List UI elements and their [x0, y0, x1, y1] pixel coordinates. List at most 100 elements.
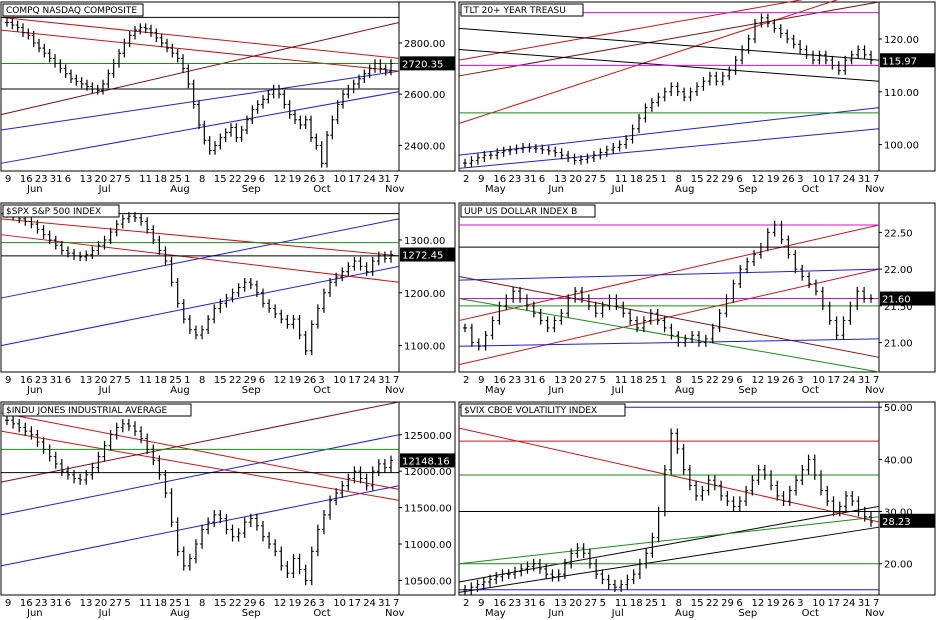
x-month-label: Oct: [802, 385, 819, 396]
panel-title: UUP US DOLLAR INDEX B: [464, 207, 577, 217]
x-tick-label: 19: [767, 598, 780, 609]
x-tick-label: 18: [154, 598, 167, 609]
x-month-label: Aug: [170, 608, 190, 619]
x-tick-label: 8: [676, 375, 682, 386]
plot-area: [458, 1, 880, 172]
trend-line: [458, 0, 804, 61]
plot-area: [0, 202, 400, 373]
x-month-label: Sep: [242, 608, 261, 619]
x-tick-label: 6: [65, 598, 71, 609]
y-tick-label: 100.00: [884, 141, 919, 152]
x-tick-label: 24: [363, 174, 376, 185]
x-tick-label: 19: [767, 174, 780, 185]
panel-title-box: [460, 3, 584, 17]
last-value: 2720.35: [402, 59, 443, 70]
x-tick-label: 5: [600, 375, 606, 386]
x-tick-label: 3: [797, 375, 803, 386]
y-axis-area: [398, 1, 456, 172]
x-tick-label: 1: [660, 174, 666, 185]
panel-spx: 1100.00 1200.00 1300.00 1272.45 $SPX S&P 500…: [0, 202, 456, 396]
x-tick-label: 15: [214, 375, 227, 386]
x-tick-label: 13: [554, 174, 567, 185]
trend-line: [0, 21, 400, 116]
x-tick-label: 6: [539, 598, 545, 609]
x-tick-label: 20: [569, 174, 582, 185]
x-tick-label: 20: [569, 375, 582, 386]
x-tick-label: 7: [393, 375, 399, 386]
x-month-label: Sep: [242, 184, 261, 195]
x-month-label: Jun: [547, 184, 564, 195]
y-tick-label: 11500.00: [404, 504, 452, 515]
trend-line: [458, 0, 839, 124]
x-tick-label: 8: [199, 598, 205, 609]
x-tick-label: 8: [676, 598, 682, 609]
x-tick-label: 29: [721, 375, 734, 386]
x-tick-label: 31: [378, 174, 391, 185]
x-tick-label: 20: [95, 598, 108, 609]
x-tick-label: 25: [169, 174, 182, 185]
trend-line: [0, 265, 400, 347]
x-tick-label: 2: [463, 375, 469, 386]
y-tick-label: 2800.00: [404, 39, 445, 50]
x-tick-label: 16: [20, 598, 33, 609]
x-month-label: May: [485, 608, 506, 619]
panel-title-box: [460, 403, 626, 417]
trend-line: [458, 27, 880, 61]
x-tick-label: 27: [584, 375, 597, 386]
x-tick-label: 2: [463, 174, 469, 185]
x-tick-label: 17: [827, 375, 840, 386]
x-tick-label: 17: [827, 598, 840, 609]
x-tick-label: 12: [752, 598, 765, 609]
trend-line: [0, 91, 400, 164]
panel-title: $VIX CBOE VOLATILITY INDEX: [464, 406, 597, 416]
x-tick-label: 10: [333, 598, 346, 609]
x-tick-label: 13: [80, 598, 93, 609]
panel-compq: 2400.00 2600.00 2800.00 2720.35 COMPQ NASDAQ…: [0, 1, 456, 195]
x-month-label: Nov: [865, 385, 885, 396]
x-tick-label: 31: [378, 598, 391, 609]
x-tick-label: 25: [169, 375, 182, 386]
x-tick-label: 26: [782, 598, 795, 609]
x-tick-label: 11: [139, 375, 152, 386]
x-tick-label: 26: [303, 174, 316, 185]
x-tick-label: 11: [615, 598, 628, 609]
x-tick-label: 23: [509, 375, 522, 386]
y-tick-label: 110.00: [884, 88, 919, 99]
x-tick-label: 23: [35, 174, 48, 185]
x-tick-label: 16: [493, 174, 506, 185]
y-axis-area: [878, 202, 936, 373]
x-month-label: Jul: [611, 608, 624, 619]
x-month-label: Jul: [611, 184, 624, 195]
x-tick-label: 10: [812, 598, 825, 609]
x-tick-label: 31: [858, 375, 871, 386]
x-tick-label: 31: [524, 598, 537, 609]
x-tick-label: 27: [584, 174, 597, 185]
x-tick-label: 31: [524, 174, 537, 185]
plot-area: [0, 401, 400, 596]
x-tick-label: 7: [393, 174, 399, 185]
panel-vix: 20.00 30.00 40.00 50.00 28.23 $VIX CBOE VOLAT…: [458, 401, 936, 619]
x-tick-label: 2: [463, 598, 469, 609]
x-tick-label: 26: [782, 375, 795, 386]
x-tick-label: 12: [274, 598, 287, 609]
trend-line: [0, 16, 400, 59]
x-month-label: Aug: [675, 608, 695, 619]
x-tick-label: 6: [259, 174, 265, 185]
last-value-badge: [880, 291, 935, 306]
trend-line: [0, 485, 400, 567]
x-tick-label: 6: [65, 174, 71, 185]
x-tick-label: 3: [797, 598, 803, 609]
x-tick-label: 8: [199, 375, 205, 386]
x-month-label: Nov: [385, 385, 405, 396]
panel-title: COMPQ NASDAQ COMPOSITE: [6, 6, 137, 16]
x-tick-label: 8: [676, 174, 682, 185]
panel-title-box: [2, 403, 192, 417]
y-tick-label: 11000.00: [404, 540, 452, 551]
x-tick-label: 25: [645, 174, 658, 185]
x-tick-label: 3: [797, 174, 803, 185]
x-tick-label: 1: [184, 598, 190, 609]
x-tick-label: 24: [843, 375, 856, 386]
y-tick-label: 40.00: [884, 455, 913, 466]
x-tick-label: 10: [333, 174, 346, 185]
x-tick-label: 17: [348, 598, 361, 609]
